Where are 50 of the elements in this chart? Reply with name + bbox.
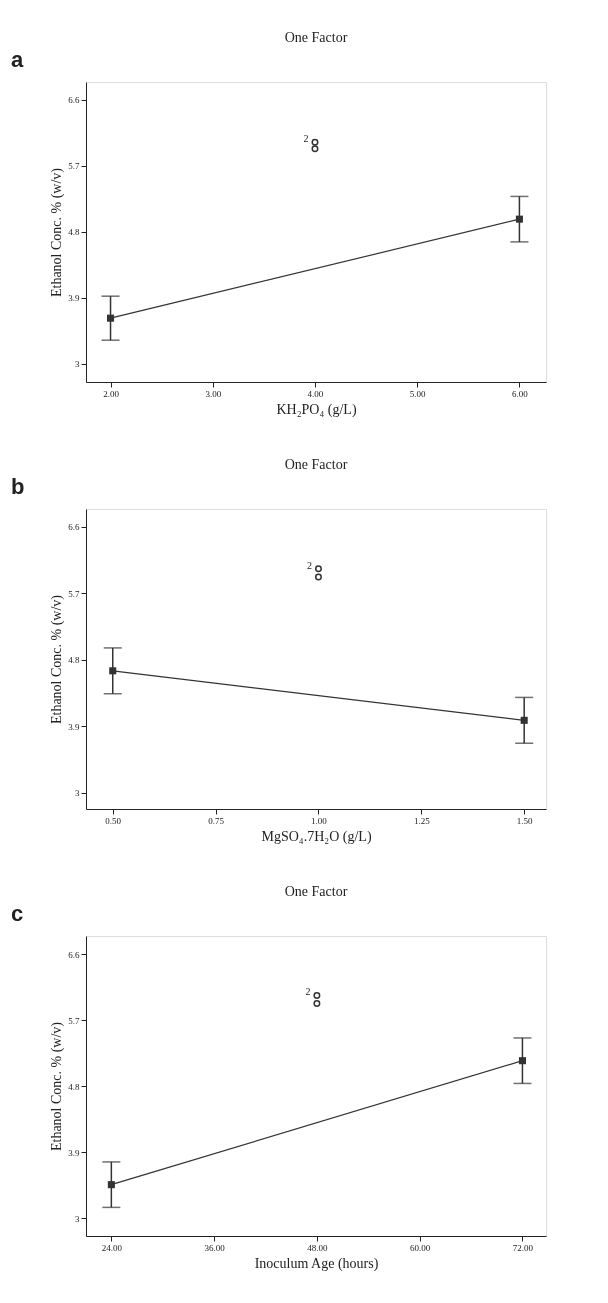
x-tick-label: 2.00 bbox=[103, 388, 120, 399]
point bbox=[314, 565, 322, 573]
x-tick-label: 4.00 bbox=[307, 388, 324, 399]
y-tick-label: 3.9 bbox=[68, 721, 80, 732]
x-tick-label: 1.50 bbox=[516, 815, 534, 826]
y-tick-label: 6.6 bbox=[68, 522, 80, 533]
x-axis-title: KH₂PO₄ (g/L) bbox=[276, 401, 357, 418]
y-tick-label: 3.9 bbox=[68, 1147, 80, 1158]
x-tick-label: 0.50 bbox=[105, 815, 122, 826]
y-tick-label: 3 bbox=[75, 359, 80, 370]
y-axis-title: Ethanol Conc. % (w/v) bbox=[49, 594, 66, 725]
y-tick-label: 6.6 bbox=[68, 949, 80, 960]
x-tick-label: 0.75 bbox=[208, 815, 225, 826]
y-tick-label: 4.8 bbox=[68, 655, 80, 666]
x-tick-label: 5.00 bbox=[409, 388, 427, 399]
point bbox=[314, 573, 322, 581]
x-tick-label: 48.00 bbox=[307, 1242, 329, 1253]
text: b bbox=[11, 474, 25, 499]
x-tick-label: 3.00 bbox=[205, 388, 222, 399]
x-tick-label: 60.00 bbox=[410, 1242, 431, 1253]
chart-title: One Factor bbox=[284, 30, 348, 45]
point bbox=[313, 991, 321, 999]
y-tick-label: 3.9 bbox=[68, 293, 80, 304]
y-tick-label: 3 bbox=[75, 1213, 80, 1224]
x-tick-label: 24.00 bbox=[101, 1242, 123, 1253]
x-axis-title: MgSO₄.7H₂O (g/L) bbox=[261, 828, 372, 845]
y-axis-title: Ethanol Conc. % (w/v) bbox=[49, 167, 66, 298]
y-tick-label: 5.7 bbox=[68, 588, 80, 599]
annotation: 2 bbox=[303, 133, 309, 145]
x-tick-label: 1.00 bbox=[311, 815, 328, 826]
x-tick-label: 72.00 bbox=[512, 1242, 534, 1253]
y-tick-label: 4.8 bbox=[68, 227, 80, 238]
annotation: 2 bbox=[305, 986, 311, 998]
x-tick-label: 1.25 bbox=[413, 815, 431, 826]
y-axis-title: Ethanol Conc. % (w/v) bbox=[49, 1021, 66, 1152]
chart-title: One Factor bbox=[284, 457, 348, 472]
y-tick-label: 4.8 bbox=[68, 1081, 80, 1092]
y-tick-label: 3 bbox=[75, 788, 80, 799]
annotation: 2 bbox=[306, 559, 312, 571]
x-tick-label: 36.00 bbox=[204, 1242, 226, 1253]
y-tick-label: 5.7 bbox=[68, 161, 80, 172]
point bbox=[311, 145, 319, 153]
point bbox=[313, 1000, 321, 1007]
x-axis-title: Inoculum Age (hours) bbox=[254, 1255, 379, 1272]
chart-title: One Factor bbox=[284, 884, 348, 899]
x-tick-label: 6.00 bbox=[512, 388, 529, 399]
y-tick-label: 6.6 bbox=[68, 95, 80, 106]
text: a bbox=[11, 47, 24, 72]
text: c bbox=[11, 901, 24, 926]
y-tick-label: 5.7 bbox=[68, 1015, 80, 1026]
